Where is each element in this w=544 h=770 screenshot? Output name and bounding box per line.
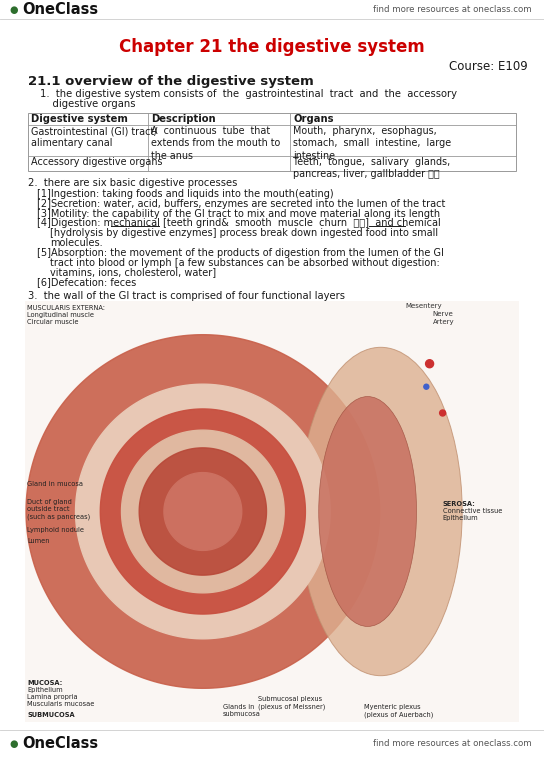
Text: 21.1 overview of the digestive system: 21.1 overview of the digestive system bbox=[28, 75, 314, 89]
Bar bbox=[25, 301, 519, 722]
Text: Connective tissue: Connective tissue bbox=[443, 508, 502, 514]
Ellipse shape bbox=[319, 397, 417, 627]
Text: find more resources at oneclass.com: find more resources at oneclass.com bbox=[373, 739, 532, 748]
Text: Muscularis mucosae: Muscularis mucosae bbox=[27, 701, 94, 707]
Text: A  continuous  tube  that
extends from the mouth to
the anus: A continuous tube that extends from the … bbox=[151, 126, 280, 161]
Text: Digestive system: Digestive system bbox=[31, 114, 128, 124]
Text: [2]Secretion: water, acid, buffers, enzymes are secreted into the lumen of the t: [2]Secretion: water, acid, buffers, enzy… bbox=[37, 199, 446, 209]
Text: ●: ● bbox=[10, 739, 18, 749]
Text: Epithelium: Epithelium bbox=[443, 515, 478, 521]
Text: Myenteric plexus
(plexus of Auerbach): Myenteric plexus (plexus of Auerbach) bbox=[364, 704, 434, 718]
Text: digestive organs: digestive organs bbox=[40, 99, 135, 109]
Text: Chapter 21 the digestive system: Chapter 21 the digestive system bbox=[119, 38, 425, 56]
Text: Longitudinal muscle: Longitudinal muscle bbox=[27, 312, 94, 318]
Text: Circular muscle: Circular muscle bbox=[27, 319, 78, 325]
Text: Nerve: Nerve bbox=[433, 311, 454, 317]
Polygon shape bbox=[139, 448, 267, 575]
Ellipse shape bbox=[299, 347, 462, 676]
Circle shape bbox=[440, 410, 446, 416]
Text: ●: ● bbox=[10, 5, 18, 15]
Text: molecules.: molecules. bbox=[50, 238, 103, 248]
Polygon shape bbox=[121, 430, 284, 593]
Text: 2.  there are six basic digestive processes: 2. there are six basic digestive process… bbox=[28, 178, 237, 188]
Text: MUSCULARIS EXTERNA:: MUSCULARIS EXTERNA: bbox=[27, 305, 105, 311]
Bar bbox=[28, 113, 516, 171]
Circle shape bbox=[424, 384, 429, 389]
Text: Mouth,  pharynx,  esophagus,
stomach,  small  intestine,  large
intestine: Mouth, pharynx, esophagus, stomach, smal… bbox=[293, 126, 451, 161]
Text: Teeth,  tongue,  salivary  glands,
pancreas, liver, gallbladder 胆囊: Teeth, tongue, salivary glands, pancreas… bbox=[293, 157, 450, 179]
Text: SUBMUCOSA: SUBMUCOSA bbox=[27, 712, 75, 718]
Text: 1.  the digestive system consists of  the  gastrointestinal  tract  and  the  ac: 1. the digestive system consists of the … bbox=[40, 89, 457, 99]
Polygon shape bbox=[100, 409, 305, 614]
Text: [1]Ingestion: taking foods and liquids into the mouth(eating): [1]Ingestion: taking foods and liquids i… bbox=[37, 189, 333, 199]
Text: SEROSA:: SEROSA: bbox=[443, 501, 475, 507]
Text: find more resources at oneclass.com: find more resources at oneclass.com bbox=[373, 5, 532, 15]
Text: Mesentery: Mesentery bbox=[405, 303, 442, 309]
Text: [4]Digestion: mechanical [teeth grind&  smooth  muscle  churn  搅拌]  and chemical: [4]Digestion: mechanical [teeth grind& s… bbox=[37, 219, 441, 229]
Text: Gland in mucosa: Gland in mucosa bbox=[27, 481, 83, 487]
Text: Organs: Organs bbox=[293, 114, 333, 124]
Text: Epithelium: Epithelium bbox=[27, 687, 63, 693]
Text: tract into blood or lymph [a few substances can be absorbed without digestion:: tract into blood or lymph [a few substan… bbox=[50, 258, 440, 268]
Text: Accessory digestive organs: Accessory digestive organs bbox=[31, 157, 163, 167]
Text: [hydrolysis by digestive enzymes] process break down ingested food into small: [hydrolysis by digestive enzymes] proces… bbox=[50, 228, 438, 238]
Text: [3]Motility: the capability of the GI tract to mix and move material along its l: [3]Motility: the capability of the GI tr… bbox=[37, 209, 440, 219]
Text: Description: Description bbox=[151, 114, 215, 124]
Text: OneClass: OneClass bbox=[22, 736, 98, 752]
Polygon shape bbox=[26, 335, 380, 688]
Text: Lymphoid nodule: Lymphoid nodule bbox=[27, 527, 84, 534]
Text: MUCOSA:: MUCOSA: bbox=[27, 680, 63, 686]
Circle shape bbox=[425, 360, 434, 368]
Text: vitamins, ions, cholesterol, water]: vitamins, ions, cholesterol, water] bbox=[50, 267, 216, 277]
Text: [6]Defecation: feces: [6]Defecation: feces bbox=[37, 277, 136, 287]
Text: Course: E109: Course: E109 bbox=[449, 61, 528, 73]
Text: Artery: Artery bbox=[433, 319, 454, 325]
Text: Lamina propria: Lamina propria bbox=[27, 694, 78, 700]
Text: [5]Absorption: the movement of the products of digestion from the lumen of the G: [5]Absorption: the movement of the produ… bbox=[37, 248, 444, 258]
Polygon shape bbox=[76, 384, 330, 639]
Text: Submucosal plexus
(plexus of Meissner): Submucosal plexus (plexus of Meissner) bbox=[258, 696, 325, 709]
Polygon shape bbox=[164, 473, 242, 551]
Text: Glands in
submucosa: Glands in submucosa bbox=[223, 704, 261, 717]
Text: Duct of gland
outside tract
(such as pancreas): Duct of gland outside tract (such as pan… bbox=[27, 500, 90, 520]
Text: Gastrointestinal (GI) tract/
alimentary canal: Gastrointestinal (GI) tract/ alimentary … bbox=[31, 126, 157, 149]
Text: 3.  the wall of the GI tract is comprised of four functional layers: 3. the wall of the GI tract is comprised… bbox=[28, 291, 345, 301]
Text: OneClass: OneClass bbox=[22, 2, 98, 18]
Text: Lumen: Lumen bbox=[27, 538, 50, 544]
